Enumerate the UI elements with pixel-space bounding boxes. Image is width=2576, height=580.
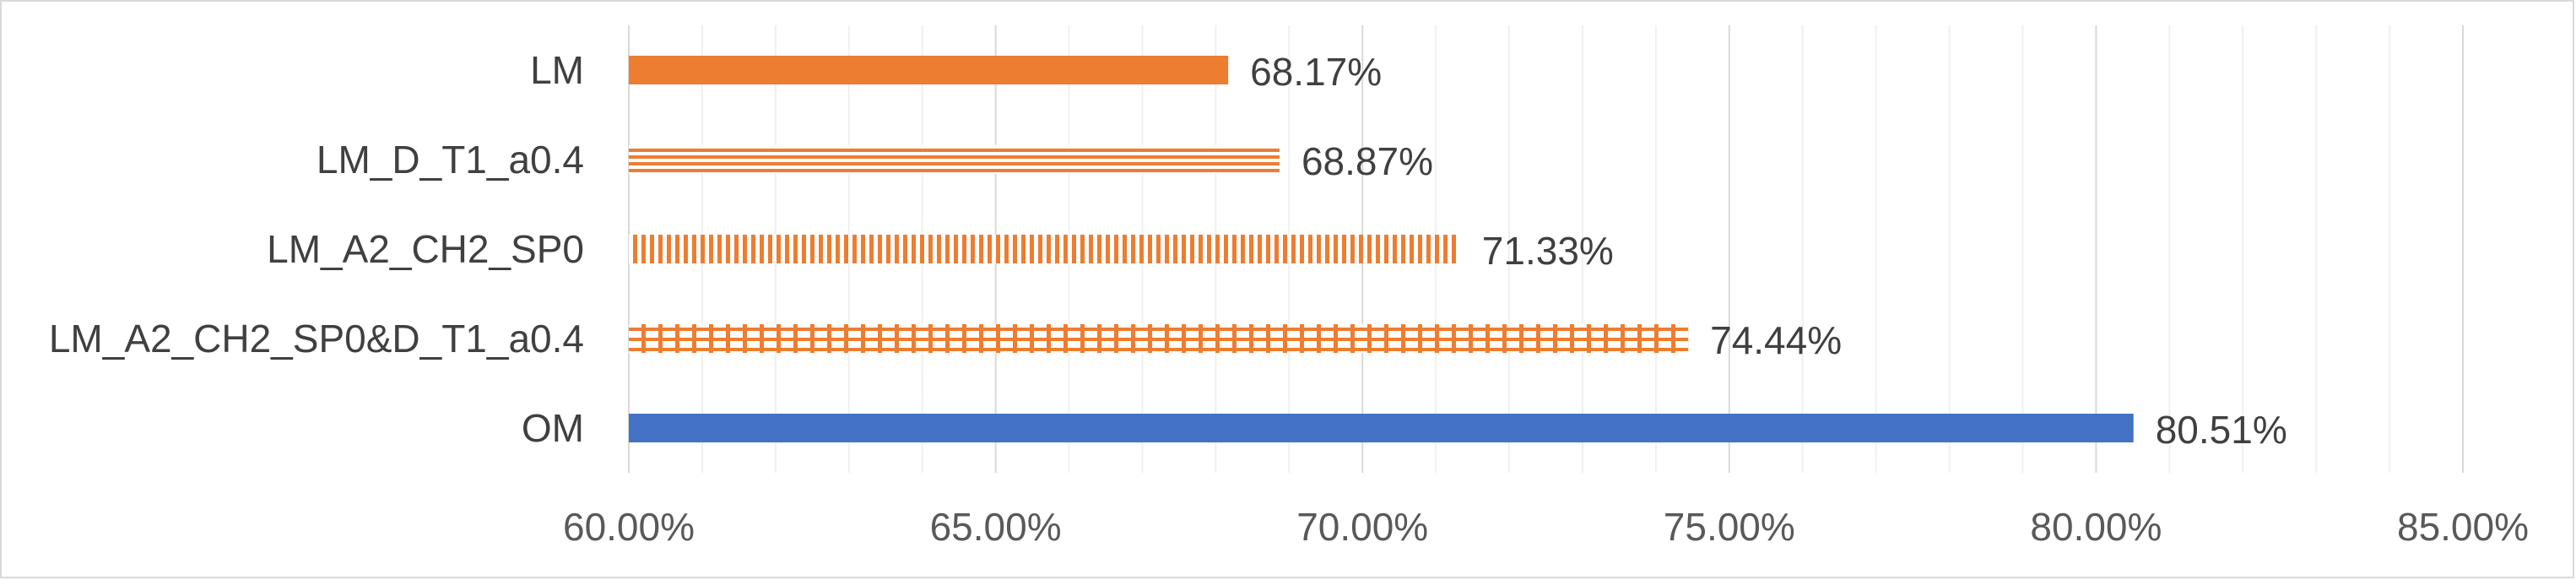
data-label: 68.87%	[1302, 139, 1433, 183]
x-tick-label: 85.00%	[2397, 505, 2529, 549]
x-tick-label: 70.00%	[1296, 505, 1428, 549]
labels: 60.00% 65.00% 70.00% 75.00% 80.00% 85.00% LM 68…	[49, 48, 2529, 549]
category-label: LM_A2_CH2_SP0	[267, 227, 584, 271]
x-tick-label: 65.00%	[930, 505, 1062, 549]
category-label: LM_D_T1_a0.4	[317, 138, 584, 182]
x-tick-label: 75.00%	[1664, 505, 1795, 549]
gridlines	[628, 25, 2464, 473]
bar-om	[629, 414, 2134, 442]
bars	[629, 56, 2134, 442]
data-label: 80.51%	[2156, 408, 2287, 452]
category-label: LM	[530, 48, 584, 92]
category-label: OM	[522, 406, 584, 450]
x-tick-label: 80.00%	[2030, 505, 2162, 549]
bar-lm-d-t1-a0-4	[629, 145, 1280, 174]
bar-lm	[629, 56, 1229, 84]
bar-lm-a2-ch2-sp0	[629, 235, 1460, 263]
x-tick-label: 60.00%	[563, 505, 695, 549]
data-label: 71.33%	[1482, 229, 1614, 273]
data-label: 68.17%	[1250, 50, 1382, 94]
category-label: LM_A2_CH2_SP0&D_T1_a0.4	[49, 317, 584, 360]
bar-lm-a2-ch2-sp0-d-t1-a0-4	[629, 324, 1689, 353]
data-label: 74.44%	[1710, 318, 1842, 362]
